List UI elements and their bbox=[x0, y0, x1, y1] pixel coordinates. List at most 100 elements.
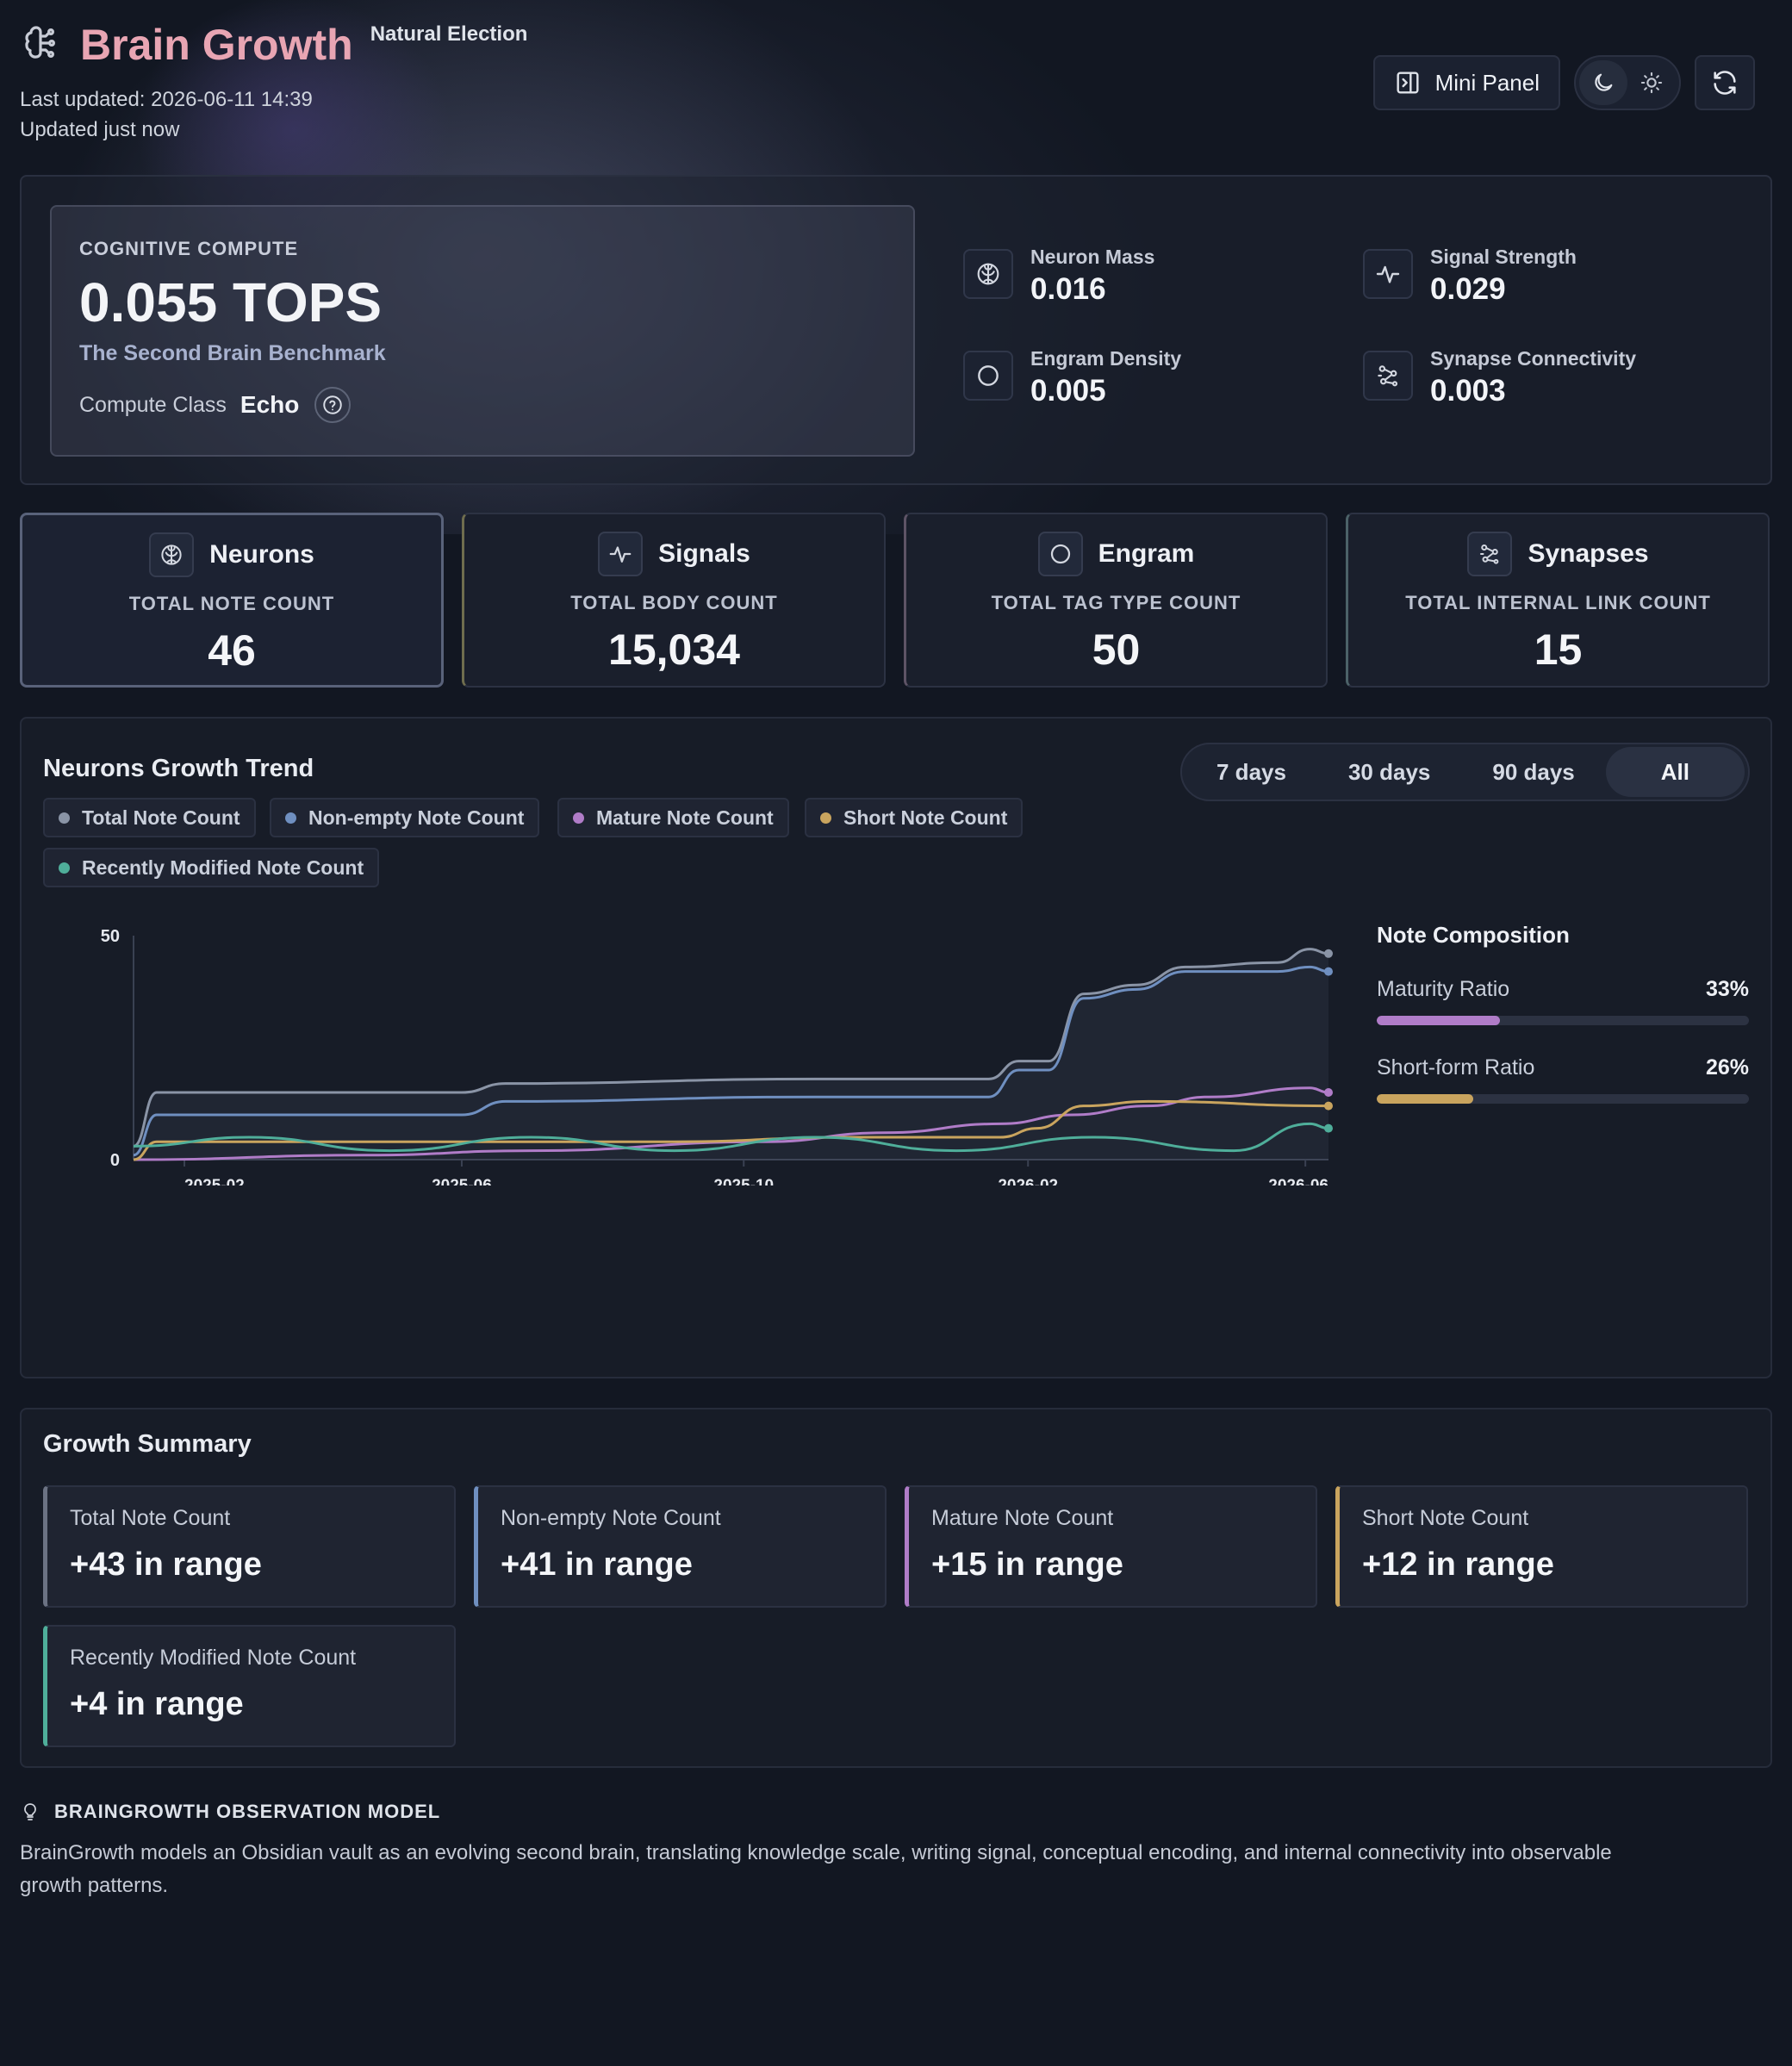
ratio-label: Short-form Ratio bbox=[1377, 1055, 1535, 1080]
panel-right-icon bbox=[1397, 72, 1419, 94]
legend-dot bbox=[573, 812, 584, 824]
x-tick-label: 2025-10 bbox=[713, 1177, 774, 1185]
mini-panel-label: Mini Panel bbox=[1434, 69, 1540, 96]
dashboard: Brain Growth Natural Election Last updat… bbox=[20, 0, 1772, 1897]
refresh-button[interactable] bbox=[1695, 55, 1755, 110]
y-tick-label: 0 bbox=[110, 1151, 120, 1170]
stat-title: Signals bbox=[658, 539, 750, 568]
series-end-point bbox=[1324, 967, 1333, 976]
app-subtitle: Natural Election bbox=[370, 22, 528, 46]
stat-title: Neurons bbox=[209, 540, 314, 569]
summary-card-total: Total Note Count +43 in range bbox=[43, 1485, 456, 1608]
metric-value: 0.029 bbox=[1430, 272, 1506, 306]
updated-relative-text: Updated just now bbox=[20, 118, 180, 141]
light-theme-option[interactable] bbox=[1627, 60, 1676, 105]
metric-synapse-connectivity: Synapse Connectivity 0.003 bbox=[1363, 347, 1636, 408]
summary-value: +4 in range bbox=[70, 1686, 244, 1722]
sun-icon bbox=[1640, 72, 1663, 94]
summary-label: Total Note Count bbox=[70, 1506, 231, 1530]
summary-label: Mature Note Count bbox=[931, 1506, 1114, 1530]
summary-value: +41 in range bbox=[501, 1546, 693, 1583]
summary-label: Recently Modified Note Count bbox=[70, 1646, 357, 1670]
series-line bbox=[133, 948, 1329, 1148]
stat-title: Engram bbox=[1098, 539, 1195, 568]
network-icon bbox=[1378, 365, 1398, 387]
series-area bbox=[134, 949, 1328, 1160]
legend-dot bbox=[59, 812, 70, 824]
ratio-maturity: Maturity Ratio 33% bbox=[1377, 977, 1749, 1025]
mini-panel-button[interactable]: Mini Panel bbox=[1372, 55, 1560, 110]
range-7-days[interactable]: 7 days bbox=[1216, 758, 1286, 785]
series-end-point bbox=[1324, 1123, 1333, 1133]
metric-value: 0.003 bbox=[1430, 374, 1506, 408]
compute-class-help-button[interactable] bbox=[314, 387, 352, 423]
compute-benchmark: The Second Brain Benchmark bbox=[79, 341, 386, 365]
metric-signal-strength: Signal Strength 0.029 bbox=[1363, 246, 1577, 307]
ratio-bar-fill bbox=[1377, 1094, 1474, 1104]
stat-card-synapses[interactable]: Synapses TOTAL INTERNAL LINK COUNT 15 bbox=[1346, 513, 1770, 688]
series-line bbox=[133, 1086, 1329, 1161]
metric-label: Signal Strength bbox=[1430, 246, 1577, 268]
legend-dot bbox=[59, 862, 70, 874]
pulse-icon bbox=[609, 546, 632, 563]
ratio-bar-track bbox=[1377, 1016, 1749, 1025]
series-end-point bbox=[1324, 949, 1333, 958]
summary-value: +15 in range bbox=[931, 1546, 1123, 1583]
stat-value: 15,034 bbox=[608, 625, 740, 674]
legend-chip-short[interactable]: Short Note Count bbox=[805, 798, 1024, 837]
range-30-days[interactable]: 30 days bbox=[1347, 758, 1431, 785]
refresh-icon bbox=[1714, 71, 1736, 95]
summary-card-short: Short Note Count +12 in range bbox=[1335, 1485, 1748, 1608]
stat-card-engram[interactable]: Engram TOTAL TAG TYPE COUNT 50 bbox=[904, 513, 1328, 688]
metric-label: Engram Density bbox=[1030, 347, 1182, 370]
series-line bbox=[133, 965, 1329, 1157]
metric-value: 0.005 bbox=[1030, 374, 1106, 408]
legend-dot bbox=[285, 812, 296, 824]
metric-value: 0.016 bbox=[1030, 272, 1106, 306]
stat-subtitle: TOTAL NOTE COUNT bbox=[128, 593, 335, 614]
app-title: Brain Growth bbox=[80, 21, 353, 69]
compute-class: Compute Class Echo bbox=[79, 387, 886, 423]
stat-card-signals[interactable]: Signals TOTAL BODY COUNT 15,034 bbox=[462, 513, 886, 688]
metric-engram-density: Engram Density 0.005 bbox=[963, 347, 1181, 408]
legend-label: Short Note Count bbox=[843, 806, 1008, 829]
compute-class-label: Compute Class bbox=[79, 392, 227, 417]
legend-chip-mature[interactable]: Mature Note Count bbox=[557, 798, 789, 837]
circle-icon bbox=[978, 365, 999, 386]
summary-title: Growth Summary bbox=[43, 1430, 252, 1458]
stat-card-neurons[interactable]: Neurons TOTAL NOTE COUNT 46 bbox=[20, 513, 444, 688]
range-all[interactable]: All bbox=[1605, 747, 1745, 797]
network-icon bbox=[1480, 545, 1499, 564]
stat-subtitle: TOTAL TAG TYPE COUNT bbox=[991, 592, 1241, 613]
summary-value: +12 in range bbox=[1362, 1546, 1554, 1583]
x-tick-label: 2026-02 bbox=[998, 1177, 1058, 1185]
last-updated-text: Last updated: 2026-06-11 14:39 bbox=[20, 88, 313, 111]
lightbulb-icon bbox=[24, 1803, 36, 1820]
legend-label: Recently Modified Note Count bbox=[82, 856, 364, 879]
brand: Brain Growth Natural Election bbox=[20, 21, 527, 69]
header-controls: Mini Panel bbox=[1372, 55, 1755, 110]
legend-chip-total[interactable]: Total Note Count bbox=[43, 798, 256, 837]
legend-chip-recently-modified[interactable]: Recently Modified Note Count bbox=[43, 848, 380, 887]
dark-theme-option[interactable] bbox=[1579, 60, 1627, 105]
legend-label: Mature Note Count bbox=[596, 806, 774, 829]
ratio-bar-track bbox=[1377, 1094, 1749, 1104]
ratio-label: Maturity Ratio bbox=[1377, 977, 1510, 1001]
metric-neuron-mass: Neuron Mass 0.016 bbox=[963, 246, 1155, 307]
trend-chart[interactable]: 0 50 2025-02 2025-06 2025-10 2026-02 2026-06 bbox=[65, 910, 1357, 1185]
legend-chip-non-empty[interactable]: Non-empty Note Count bbox=[270, 798, 540, 837]
ratio-short-form: Short-form Ratio 26% bbox=[1377, 1055, 1749, 1104]
brain-icon bbox=[25, 26, 55, 59]
header: Brain Growth Natural Election Last updat… bbox=[20, 0, 1772, 164]
growth-trend-panel: Neurons Growth Trend 7 days 30 days 90 d… bbox=[20, 717, 1772, 1378]
x-tick-label: 2025-06 bbox=[432, 1177, 492, 1185]
series-end-point bbox=[1324, 1088, 1333, 1097]
ratio-value: 33% bbox=[1705, 977, 1749, 1001]
summary-card-non-empty: Non-empty Note Count +41 in range bbox=[474, 1485, 887, 1608]
x-tick-label: 2026-06 bbox=[1268, 1177, 1328, 1185]
compute-class-value: Echo bbox=[240, 391, 300, 418]
cognitive-compute-card: COGNITIVE COMPUTE 0.055 TOPS The Second … bbox=[50, 205, 915, 457]
brain-icon bbox=[977, 263, 999, 285]
metric-label: Neuron Mass bbox=[1030, 246, 1155, 268]
range-90-days[interactable]: 90 days bbox=[1492, 758, 1575, 785]
